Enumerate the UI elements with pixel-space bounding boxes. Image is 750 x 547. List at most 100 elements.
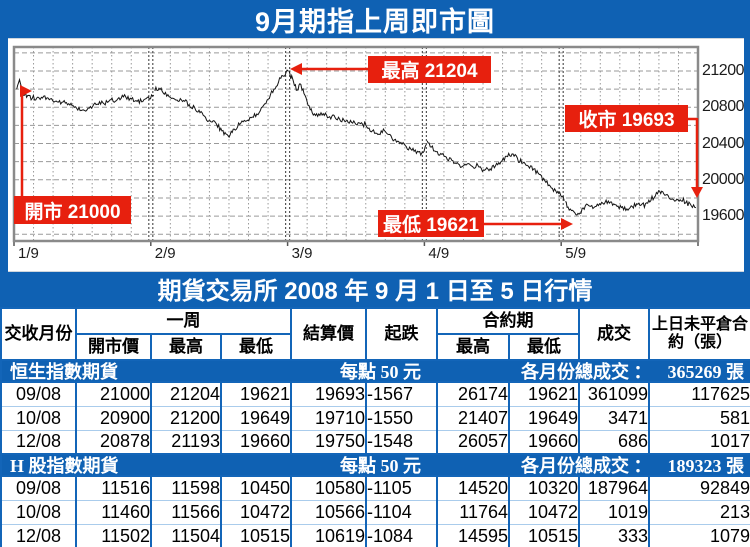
cell-low: 19649 xyxy=(220,405,292,430)
cell-volume: 187964 xyxy=(578,475,650,500)
cell-month: 10/08 xyxy=(0,499,77,524)
y-axis-label: 20800 xyxy=(702,98,745,116)
y-axis-label: 20400 xyxy=(702,134,745,152)
cell-change: -1567 xyxy=(365,381,438,406)
x-axis-label: 2/9 xyxy=(154,245,176,262)
annotation-high: 最高 21204 xyxy=(368,56,491,83)
cell-contract-high: 21407 xyxy=(436,405,510,430)
cell-open-interest: 213 xyxy=(648,499,750,524)
cell-low: 19660 xyxy=(220,429,292,454)
cell-low: 10515 xyxy=(220,523,292,547)
cell-contract-high: 14520 xyxy=(436,475,510,500)
section-name: 恒生指數期貨 xyxy=(10,362,118,382)
header-week-low: 最低 xyxy=(220,333,292,361)
header-contract-period: 合約期 xyxy=(436,307,580,335)
cell-contract-high: 26057 xyxy=(436,429,510,454)
cell-high: 21204 xyxy=(150,381,222,406)
cell-high: 11566 xyxy=(150,499,222,524)
cell-open-interest: 1017 xyxy=(648,429,750,454)
table-row: 12/08 20878 21193 19660 19750 -1548 26057 19660… xyxy=(0,429,750,454)
header-week-high: 最高 xyxy=(150,333,222,361)
table-row: 09/08 21000 21204 19621 19693 -1567 26174 19621… xyxy=(0,381,750,406)
cell-settle: 10619 xyxy=(290,523,367,547)
cell-high: 21193 xyxy=(150,429,222,454)
chart-title-bar: 9月期指上周即市圖 xyxy=(0,0,750,38)
total-volume-label: 各月份總成交 ： xyxy=(521,362,652,382)
cell-contract-low: 10472 xyxy=(508,499,580,524)
cell-contract-low: 19660 xyxy=(508,429,580,454)
total-volume-label: 各月份總成交 ： xyxy=(521,456,652,476)
table-title: 期貨交易所 2008 年 9 月 1 日至 5 日行情 xyxy=(0,270,750,307)
cell-month: 12/08 xyxy=(0,429,77,454)
annotation-low: 最低 19621 xyxy=(378,210,484,237)
cell-volume: 361099 xyxy=(578,381,650,406)
cell-change: -1550 xyxy=(365,405,438,430)
cell-change: -1104 xyxy=(365,499,438,524)
cell-change: -1548 xyxy=(365,429,438,454)
cell-volume: 1019 xyxy=(578,499,650,524)
cell-low: 19621 xyxy=(220,381,292,406)
header-contract-high: 最高 xyxy=(436,333,510,361)
cell-high: 21200 xyxy=(150,405,222,430)
y-axis-label: 20000 xyxy=(702,170,745,188)
cell-open: 11502 xyxy=(75,523,152,547)
cell-volume: 686 xyxy=(578,429,650,454)
cell-low: 10450 xyxy=(220,475,292,500)
table-row: 10/08 11460 11566 10472 10566 -1104 11764 10472… xyxy=(0,499,750,524)
cell-open: 21000 xyxy=(75,381,152,406)
cell-settle: 19750 xyxy=(290,429,367,454)
header-contract-low: 最低 xyxy=(508,333,580,361)
cell-settle: 19693 xyxy=(290,381,367,406)
table-row: 09/08 11516 11598 10450 10580 -1105 14520 10320… xyxy=(0,475,750,500)
cell-open-interest: 117625 xyxy=(648,381,750,406)
page-title: 9月期指上周即市圖 xyxy=(254,6,496,37)
header-settle: 結算價 xyxy=(290,307,367,361)
section-header-row: H 股指數期貨 每點 50 元 各月份總成交 ： 189323 張 xyxy=(0,453,750,477)
header-volume: 成交 xyxy=(578,307,650,361)
header-week: 一周 xyxy=(75,307,292,335)
cell-open: 11516 xyxy=(75,475,152,500)
x-axis-label: 5/9 xyxy=(565,245,587,262)
cell-settle: 10566 xyxy=(290,499,367,524)
open-arrowhead-icon xyxy=(20,85,32,97)
y-axis-label: 19600 xyxy=(702,207,745,225)
high-arrowhead-icon xyxy=(290,63,302,75)
per-point-label: 每點 50 元 xyxy=(340,456,421,476)
table-title-text: 期貨交易所 2008 年 9 月 1 日至 5 日行情 xyxy=(157,278,593,305)
header-month: 交收月份 xyxy=(0,307,77,361)
cell-contract-low: 19621 xyxy=(508,381,580,406)
x-axis-label: 3/9 xyxy=(291,245,313,262)
cell-contract-high: 14595 xyxy=(436,523,510,547)
per-point-label: 每點 50 元 xyxy=(340,362,421,382)
cell-month: 12/08 xyxy=(0,523,77,547)
annotation-open: 開市 21000 xyxy=(14,196,131,224)
cell-settle: 10580 xyxy=(290,475,367,500)
annotation-close: 收市 19693 xyxy=(565,105,688,132)
total-volume-value: 365269 張 xyxy=(667,362,745,382)
close-arrowhead-icon xyxy=(691,187,703,198)
table-row: 10/08 20900 21200 19649 19710 -1550 21407 19649… xyxy=(0,405,750,430)
low-arrowhead-icon xyxy=(561,218,573,230)
cell-contract-low: 19649 xyxy=(508,405,580,430)
cell-change: -1084 xyxy=(365,523,438,547)
x-axis-label: 4/9 xyxy=(428,245,450,262)
cell-open: 20900 xyxy=(75,405,152,430)
cell-low: 10472 xyxy=(220,499,292,524)
cell-contract-high: 26174 xyxy=(436,381,510,406)
y-axis-label: 21200 xyxy=(702,62,745,80)
chart-panel: 開市 21000 最高 21204 收市 19693 最低 19621 2120… xyxy=(8,38,745,272)
x-axis-label: 1/9 xyxy=(18,245,39,262)
cell-contract-low: 10320 xyxy=(508,475,580,500)
cell-open: 11460 xyxy=(75,499,152,524)
cell-month: 09/08 xyxy=(0,381,77,406)
cell-month: 10/08 xyxy=(0,405,77,430)
section-name: H 股指數期貨 xyxy=(10,456,119,476)
header-open-price: 開市價 xyxy=(75,333,152,361)
futures-quotes-table: 交收月份 一周 結算價 起跌 合約期 成交 上日未平倉合約（張） 開市價 最高 … xyxy=(0,307,750,547)
cell-month: 09/08 xyxy=(0,475,77,500)
cell-open-interest: 92849 xyxy=(648,475,750,500)
price-line xyxy=(16,69,696,216)
cell-settle: 19710 xyxy=(290,405,367,430)
header-change: 起跌 xyxy=(365,307,438,361)
